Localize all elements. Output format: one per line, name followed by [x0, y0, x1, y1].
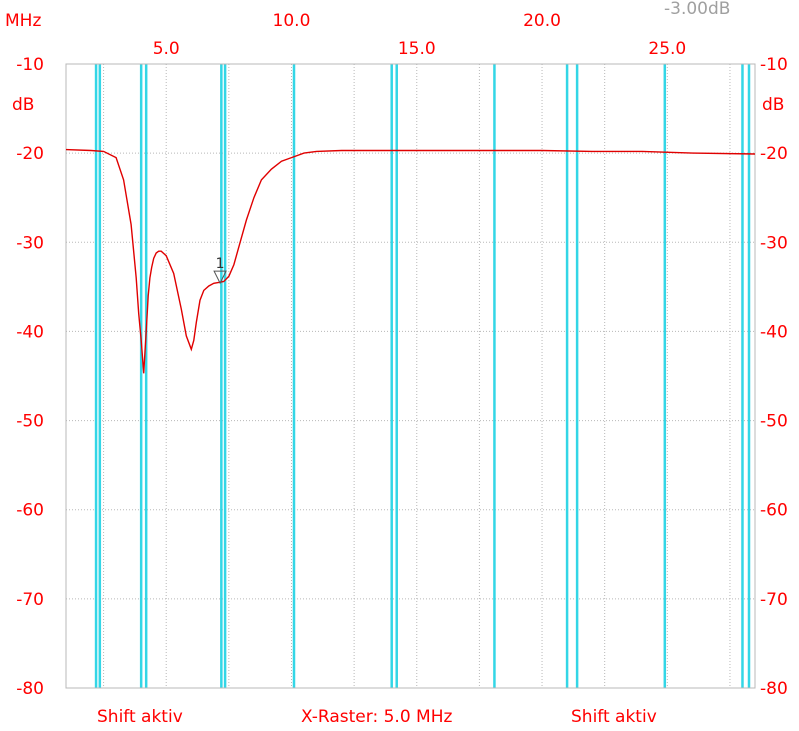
- y-tick-label-right: -50: [760, 412, 788, 432]
- y-tick-label-left: -20: [16, 144, 44, 164]
- y-tick-labels: -10 -10 -20 -20 -30 -30 -40 -40 -50 -50 -60 -60 -70 -…: [16, 55, 788, 699]
- y-tick-label-left: -70: [16, 590, 44, 610]
- y-tick-label-left: -50: [16, 412, 44, 432]
- x-tick-label: 10.0: [273, 11, 311, 31]
- y-unit-label-right: dB: [762, 95, 784, 115]
- bottom-label-right: Shift aktiv: [571, 707, 657, 727]
- y-tick-label-right: -60: [760, 501, 788, 521]
- y-tick-label-left: -60: [16, 501, 44, 521]
- vertical-marker-lines: [96, 64, 749, 688]
- top-right-note: -3.00dB: [664, 0, 730, 19]
- y-tick-label-right: -40: [760, 322, 788, 342]
- x-tick-label: 15.0: [398, 39, 436, 59]
- x-tick-label: 20.0: [523, 11, 561, 31]
- y-tick-label-right: -10: [760, 55, 788, 75]
- y-tick-label-right: -80: [760, 679, 788, 699]
- y-tick-label-left: -40: [16, 322, 44, 342]
- y-tick-label-left: -30: [16, 233, 44, 253]
- x-tick-label: 25.0: [648, 39, 686, 59]
- bottom-label-left: Shift aktiv: [97, 707, 183, 727]
- grid: [66, 64, 755, 688]
- x-unit-label: MHz: [5, 11, 41, 31]
- plot-frame: [66, 64, 755, 688]
- y-tick-label-left: -80: [16, 679, 44, 699]
- x-tick-label: 5.0: [153, 39, 180, 59]
- x-tick-labels: 5.0 15.0 25.0 10.0 20.0: [153, 11, 687, 59]
- y-unit-label-left: dB: [12, 95, 34, 115]
- bottom-label-center: X-Raster: 5.0 MHz: [301, 707, 452, 727]
- y-tick-label-left: -10: [16, 55, 44, 75]
- series-line: [66, 150, 755, 374]
- y-tick-label-right: -70: [760, 590, 788, 610]
- marker-label: 1: [216, 256, 225, 272]
- y-tick-label-right: -20: [760, 144, 788, 164]
- y-tick-label-right: -30: [760, 233, 788, 253]
